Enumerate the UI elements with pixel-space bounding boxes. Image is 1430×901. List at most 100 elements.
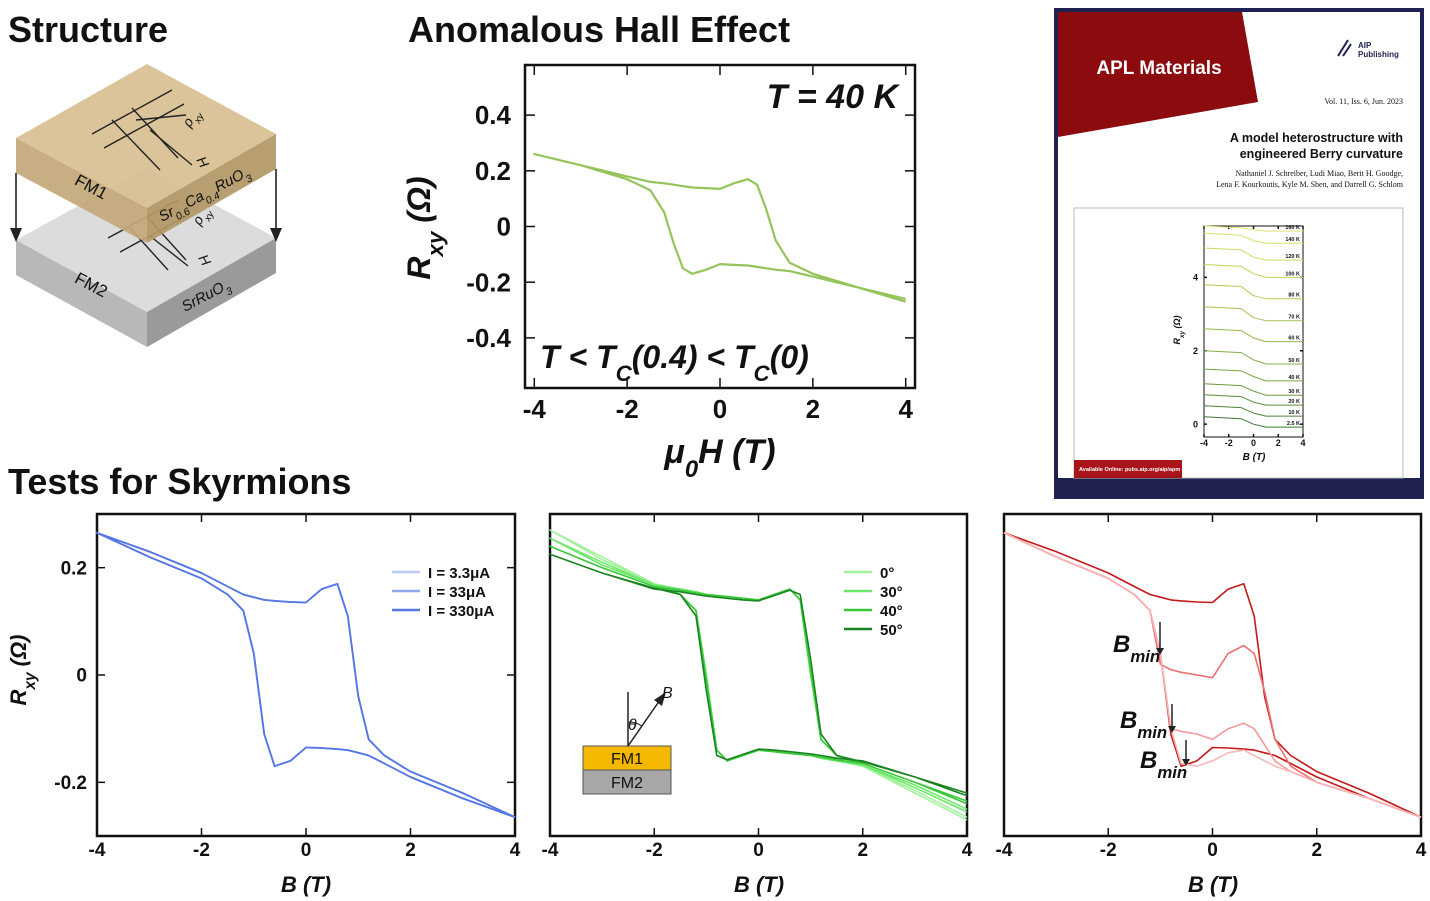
arrows xyxy=(135,114,193,166)
x-tick-label: -2 xyxy=(1100,840,1117,861)
fm2-left xyxy=(16,240,147,347)
series-line xyxy=(1203,405,1303,417)
y-tick-label: 0 xyxy=(1193,419,1198,429)
series-line xyxy=(549,553,968,797)
y-axis-label-part: R xyxy=(6,689,31,705)
annotation-part: (0.4) < T xyxy=(632,339,756,375)
x-tick-label: 2 xyxy=(857,840,868,861)
y-tick-label: 0.2 xyxy=(61,558,87,579)
authors: Lena F. Kourkoutis, Kyle M. Shen, and Da… xyxy=(1216,180,1404,189)
hall-bar xyxy=(91,89,185,171)
annotation-part: min xyxy=(1130,647,1160,666)
y-axis-label-part: xy xyxy=(423,230,448,257)
x-tick-label: 4 xyxy=(1416,840,1427,861)
y-tick-label: 2 xyxy=(1193,346,1198,356)
inset-field-label: B xyxy=(662,685,673,702)
x-tick-label: 0 xyxy=(301,840,312,861)
series-line xyxy=(1003,532,1422,818)
cover-base xyxy=(1058,478,1420,495)
series-line xyxy=(1203,383,1303,396)
y-axis-label-part: xy xyxy=(22,671,39,691)
series-line xyxy=(1203,394,1303,406)
annotation: Bmin xyxy=(1120,707,1167,742)
inset-angle-label: θ xyxy=(628,717,637,734)
x-tick-label: 4 xyxy=(510,840,521,861)
x-tick-label: 4 xyxy=(898,394,913,424)
legend-label: 40° xyxy=(880,603,903,620)
x-tick-label: 2 xyxy=(1311,840,1322,861)
annotation-part: B xyxy=(1140,747,1157,774)
authors: Nathaniel J. Schreiber, Ludi Miao, Berit… xyxy=(1235,169,1403,178)
arrowhead xyxy=(1182,759,1190,766)
issue: Vol. 11, Iss. 6, Jun. 2023 xyxy=(1324,97,1403,106)
x-axis-label-part: 0 xyxy=(685,456,698,483)
x-axis-label: B (T) xyxy=(1188,872,1238,897)
x-tick-label: -4 xyxy=(523,394,547,424)
series-line xyxy=(549,545,968,805)
x-axis-label: B (T) xyxy=(734,872,784,897)
annotation-part: C xyxy=(754,361,771,386)
annotation-part: min xyxy=(1157,763,1187,782)
series-label: 10 K xyxy=(1288,410,1300,416)
series-label: 50 K xyxy=(1288,358,1300,364)
series-line xyxy=(1203,368,1303,382)
x-axis-label: B (T) xyxy=(281,872,331,897)
series-label: 100 K xyxy=(1285,271,1300,277)
series-label: 30 K xyxy=(1288,389,1300,395)
annotation-part: T < T xyxy=(540,339,618,375)
arrowhead xyxy=(10,228,22,242)
annotation-part: C xyxy=(616,361,633,386)
annotation: Bmin xyxy=(1113,631,1160,666)
y-axis-label-part: (Ω) xyxy=(6,635,31,673)
series-line xyxy=(1203,328,1303,343)
y-axis-label-part: (Ω) xyxy=(1172,315,1182,331)
x-axis-label-part: B (T) xyxy=(1188,872,1238,897)
x-tick-label: -4 xyxy=(1200,438,1208,448)
cover-figure-frame xyxy=(1073,207,1404,479)
series-line xyxy=(1203,416,1303,428)
series-line xyxy=(96,531,516,819)
series-label: 40 K xyxy=(1288,375,1300,381)
chart-title: Anomalous Hall Effect xyxy=(408,9,790,50)
y-axis-label: Rxy (Ω) xyxy=(401,176,448,279)
journal-name: APL Materials xyxy=(1096,58,1221,79)
annotation-part: T = 40 K xyxy=(767,78,901,116)
cover-banner xyxy=(1058,12,1258,137)
inset-layer-label: FM1 xyxy=(611,751,643,768)
x-tick-label: -2 xyxy=(646,840,663,861)
x-tick-label: 0 xyxy=(1207,840,1218,861)
series-label: 70 K xyxy=(1288,315,1300,321)
arrowhead xyxy=(270,228,282,242)
series-line xyxy=(1203,350,1303,365)
x-tick-label: 4 xyxy=(962,840,973,861)
series-label: 160 K xyxy=(1285,225,1300,231)
y-axis-label-part: (Ω) xyxy=(401,176,437,231)
legend-label: I = 3.3μA xyxy=(428,565,490,582)
y-tick-label: -0.4 xyxy=(466,323,511,353)
legend-label: I = 33μA xyxy=(428,584,486,601)
x-axis-label: B (T) xyxy=(1243,452,1266,463)
arrowhead xyxy=(1156,648,1164,655)
x-tick-label: 4 xyxy=(1300,438,1305,448)
inset-layer-label: FM2 xyxy=(611,775,643,792)
publisher: AIP xyxy=(1358,41,1372,50)
plot-frame xyxy=(1002,512,1423,838)
y-tick-label: 4 xyxy=(1193,273,1198,283)
series-label: 120 K xyxy=(1285,254,1300,260)
series-line xyxy=(533,153,907,303)
x-axis-label-part: B (T) xyxy=(734,872,784,897)
legend-label: 50° xyxy=(880,622,903,639)
y-axis-label: Rxy (Ω) xyxy=(6,635,39,706)
fm1-top xyxy=(16,64,276,208)
series-line xyxy=(1203,247,1303,261)
series-label: 140 K xyxy=(1285,237,1300,243)
section-title: Tests for Skyrmions xyxy=(8,461,351,502)
legend-label: 0° xyxy=(880,565,894,582)
x-axis-label-part: B (T) xyxy=(1243,452,1266,463)
arrowhead xyxy=(654,692,666,706)
series-label: 20 K xyxy=(1288,399,1300,405)
series-line xyxy=(1003,532,1422,818)
inset-field xyxy=(627,699,661,747)
series-label: 80 K xyxy=(1288,293,1300,299)
